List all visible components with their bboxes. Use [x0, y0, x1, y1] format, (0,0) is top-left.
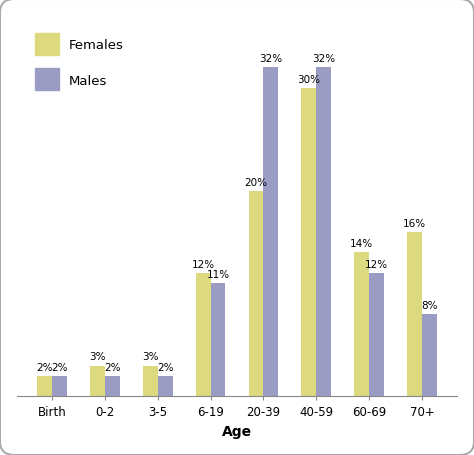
Text: 12%: 12%	[365, 259, 388, 269]
Bar	[196, 273, 210, 396]
Text: 2%: 2%	[51, 362, 68, 372]
Text: 32%: 32%	[312, 54, 335, 64]
Bar	[158, 376, 173, 396]
Bar	[355, 253, 369, 396]
Text: 2%: 2%	[36, 362, 53, 372]
Text: 3%: 3%	[142, 352, 159, 362]
Text: 8%: 8%	[421, 300, 438, 310]
Bar	[422, 314, 437, 396]
Text: 16%: 16%	[403, 218, 426, 228]
Bar	[52, 376, 67, 396]
Bar	[369, 273, 384, 396]
Text: 20%: 20%	[245, 177, 267, 187]
Text: 30%: 30%	[297, 75, 320, 85]
Text: 2%: 2%	[104, 362, 120, 372]
Bar	[301, 89, 316, 396]
Text: 2%: 2%	[157, 362, 173, 372]
Bar	[143, 366, 158, 396]
Text: 14%: 14%	[350, 239, 374, 249]
Bar	[37, 376, 52, 396]
X-axis label: Age: Age	[222, 424, 252, 438]
Text: 12%: 12%	[191, 259, 215, 269]
Text: 11%: 11%	[206, 270, 229, 279]
Text: 32%: 32%	[259, 54, 283, 64]
Bar	[407, 233, 422, 396]
Bar	[210, 283, 225, 396]
Legend: Females, Males: Females, Males	[28, 27, 131, 98]
Bar	[90, 366, 105, 396]
Bar	[264, 68, 278, 396]
Text: 3%: 3%	[89, 352, 106, 362]
Bar	[105, 376, 119, 396]
Bar	[316, 68, 331, 396]
Bar	[249, 192, 264, 396]
